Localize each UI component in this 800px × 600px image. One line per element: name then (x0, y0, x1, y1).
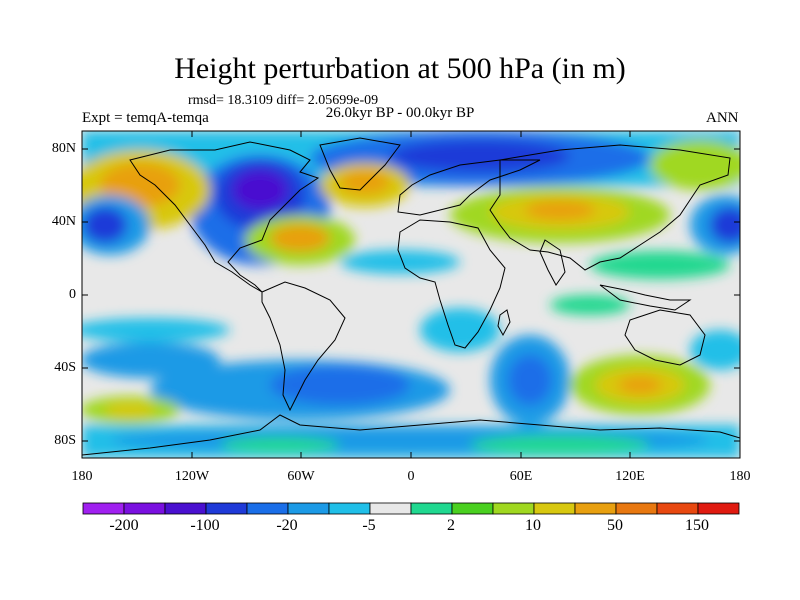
colorbar-swatch (328, 502, 371, 515)
madagascar-coast (497, 309, 511, 337)
colorbar-swatch (492, 502, 535, 515)
lon-label-0: 0 (407, 469, 415, 484)
maritime-continent-coast (599, 284, 692, 311)
indian-peninsula-coast (539, 239, 566, 286)
colorbar-label: 150 (685, 517, 709, 534)
lat-label-40n: 40N (51, 214, 76, 229)
antarctica-coast (82, 414, 740, 456)
coastlines (82, 137, 740, 456)
australia-coast (624, 309, 706, 366)
asia-coast (489, 144, 731, 271)
colorbar-swatch (410, 502, 453, 515)
greenland-coast (319, 137, 401, 191)
lat-label-80n: 80N (51, 141, 76, 156)
colorbar-label: 2 (447, 517, 455, 534)
colorbar-swatch (82, 502, 125, 515)
lon-label-120w: 120W (174, 469, 210, 484)
colorbar-label: -5 (362, 517, 376, 534)
colorbar-swatch (697, 502, 740, 515)
stats-text: rmsd= 18.3109 diff= 2.05699e-09 (188, 93, 379, 108)
lon-label-60w: 60W (287, 469, 315, 484)
colorbar-swatch (287, 502, 330, 515)
height-anomaly-field (82, 131, 740, 458)
lon-label-120e: 120E (615, 469, 645, 484)
lat-label-80s: 80S (54, 433, 76, 448)
colorbar-label: 50 (607, 517, 623, 534)
south-america-coast (261, 281, 346, 412)
europe-coast (397, 159, 541, 216)
map-title: Height perturbation at 500 hPa (in m) (174, 52, 626, 85)
colorbar-label: 10 (525, 517, 541, 534)
axis-ticks (82, 131, 740, 458)
colorbar (82, 502, 740, 515)
colorbar-label: -20 (276, 517, 298, 534)
experiment-label: Expt = temqA-temqa (82, 110, 209, 126)
lon-label-180-west: 180 (71, 469, 93, 484)
lon-label-60e: 60E (509, 469, 533, 484)
lat-label-40s: 40S (54, 360, 76, 375)
colorbar-swatch (123, 502, 166, 515)
colorbar-swatch (656, 502, 699, 515)
colorbar-swatch (205, 502, 248, 515)
colorbar-swatch (533, 502, 576, 515)
colorbar-swatch (369, 502, 412, 515)
lat-label-0: 0 (69, 287, 76, 302)
north-america-coast (129, 141, 320, 293)
colorbar-swatch (246, 502, 289, 515)
colorbar-swatch (451, 502, 494, 515)
period-label: 26.0kyr BP - 00.0kyr BP (325, 105, 475, 121)
colorbar-swatch (574, 502, 617, 515)
colorbar-swatch (615, 502, 658, 515)
lon-label-180-east: 180 (729, 469, 751, 484)
colorbar-label: -100 (190, 517, 220, 534)
africa-coast (397, 219, 506, 349)
colorbar-label: -200 (109, 517, 139, 534)
colorbar-swatch (164, 502, 207, 515)
season-label: ANN (706, 110, 739, 126)
